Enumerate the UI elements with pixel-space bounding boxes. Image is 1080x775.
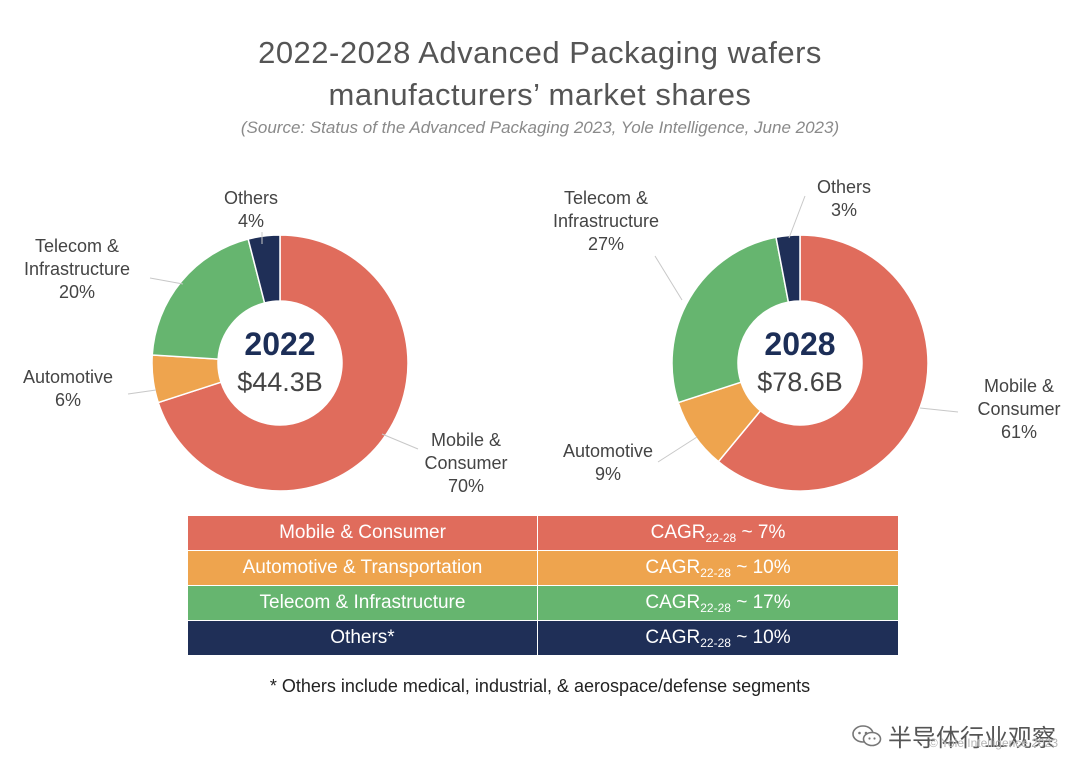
cagr-prefix: CAGR: [650, 521, 706, 543]
leader-line-automotive-2028: [657, 436, 698, 463]
cagr-rate: ~ 10%: [730, 626, 791, 648]
cagr-period: 22-28: [705, 530, 737, 545]
cagr-segment-label: Others*: [187, 620, 538, 656]
slice-label-automotive-2022: Automotive 6%: [23, 367, 113, 410]
slice-label-others-2028: Others 3%: [817, 177, 871, 220]
chart-title: 2022-2028 Advanced Packaging wafers manu…: [0, 32, 1080, 116]
donut-chart-2022: 2022 $44.3B Mobile & Consumer 70% Automotive 6…: [23, 188, 508, 496]
watermark: 半导体行业观察: [852, 718, 1056, 753]
cagr-row: Mobile & Consumer CAGR22-28 ~ 7%: [187, 515, 899, 551]
leader-line-telecom-2028: [654, 255, 683, 301]
cagr-prefix: CAGR: [645, 556, 701, 578]
cagr-value: CAGR22-28 ~ 10%: [537, 620, 899, 656]
slice-mobile-2022: [157, 234, 409, 492]
leader-line-others-2028: [788, 195, 806, 239]
cagr-prefix: CAGR: [645, 626, 701, 648]
year-label-2022: 2022: [244, 326, 315, 362]
total-label-2028: $78.6B: [757, 367, 843, 397]
slice-label-automotive-2028: Automotive 9%: [563, 441, 653, 484]
slice-label-telecom-2022: Telecom & Infrastructure 20%: [24, 236, 130, 302]
cagr-period: 22-28: [700, 635, 731, 650]
leader-line-automotive-2022: [127, 389, 157, 395]
slice-telecom-2022: [151, 238, 266, 360]
donut-chart-2028: 2028 $78.6B Mobile & Consumer 61% Automotive 9…: [553, 177, 1061, 492]
slice-others-2028: [775, 234, 801, 303]
cagr-value: CAGR22-28 ~ 17%: [537, 585, 899, 621]
cagr-segment-label: Automotive & Transportation: [187, 550, 538, 586]
cagr-table: Mobile & Consumer CAGR22-28 ~ 7% Automotiv…: [187, 515, 899, 656]
cagr-value: CAGR22-28 ~ 7%: [537, 515, 899, 551]
cagr-row: Automotive & Transportation CAGR22-28 ~ 1…: [187, 550, 899, 586]
cagr-period: 22-28: [700, 600, 731, 615]
cagr-value: CAGR22-28 ~ 10%: [537, 550, 899, 586]
slice-label-mobile-2028: Mobile & Consumer 61%: [977, 376, 1060, 442]
leader-line-mobile-2022: [381, 433, 419, 450]
leader-line-telecom-2022: [149, 277, 184, 285]
cagr-row: Others* CAGR22-28 ~ 10%: [187, 620, 899, 656]
donut-charts: 2022 $44.3B Mobile & Consumer 70% Automotive 6…: [23, 177, 1061, 496]
year-label-2028: 2028: [764, 326, 835, 362]
cagr-rate: ~ 10%: [730, 556, 791, 578]
slice-label-others-2022: Others 4%: [224, 188, 278, 231]
cagr-rate: ~ 7%: [736, 521, 786, 543]
chart-source: (Source: Status of the Advanced Packagin…: [240, 118, 840, 137]
copyright: © Yole Intelligence 2023: [929, 736, 1058, 750]
slice-mobile-2028: [717, 234, 929, 492]
slice-others-2022: [247, 234, 281, 304]
slice-telecom-2028: [671, 236, 790, 404]
cagr-segment-label: Telecom & Infrastructure: [187, 585, 538, 621]
total-label-2022: $44.3B: [237, 367, 323, 397]
cagr-rate: ~ 17%: [730, 591, 791, 613]
cagr-row: Telecom & Infrastructure CAGR22-28 ~ 17%: [187, 585, 899, 621]
chart-title-line2: manufacturers’ market shares: [328, 77, 752, 112]
cagr-period: 22-28: [700, 565, 731, 580]
chart-title-line1: 2022-2028 Advanced Packaging wafers: [258, 35, 822, 70]
wechat-icon: [852, 724, 882, 746]
cagr-prefix: CAGR: [645, 591, 701, 613]
slice-label-mobile-2022: Mobile & Consumer 70%: [424, 430, 507, 496]
watermark-text: 半导体行业观察: [888, 725, 1056, 752]
leader-line-mobile-2028: [919, 407, 959, 413]
cagr-segment-label: Mobile & Consumer: [187, 515, 538, 551]
footnote: * Others include medical, industrial, & …: [269, 676, 811, 696]
slice-label-telecom-2028: Telecom & Infrastructure 27%: [553, 188, 659, 254]
